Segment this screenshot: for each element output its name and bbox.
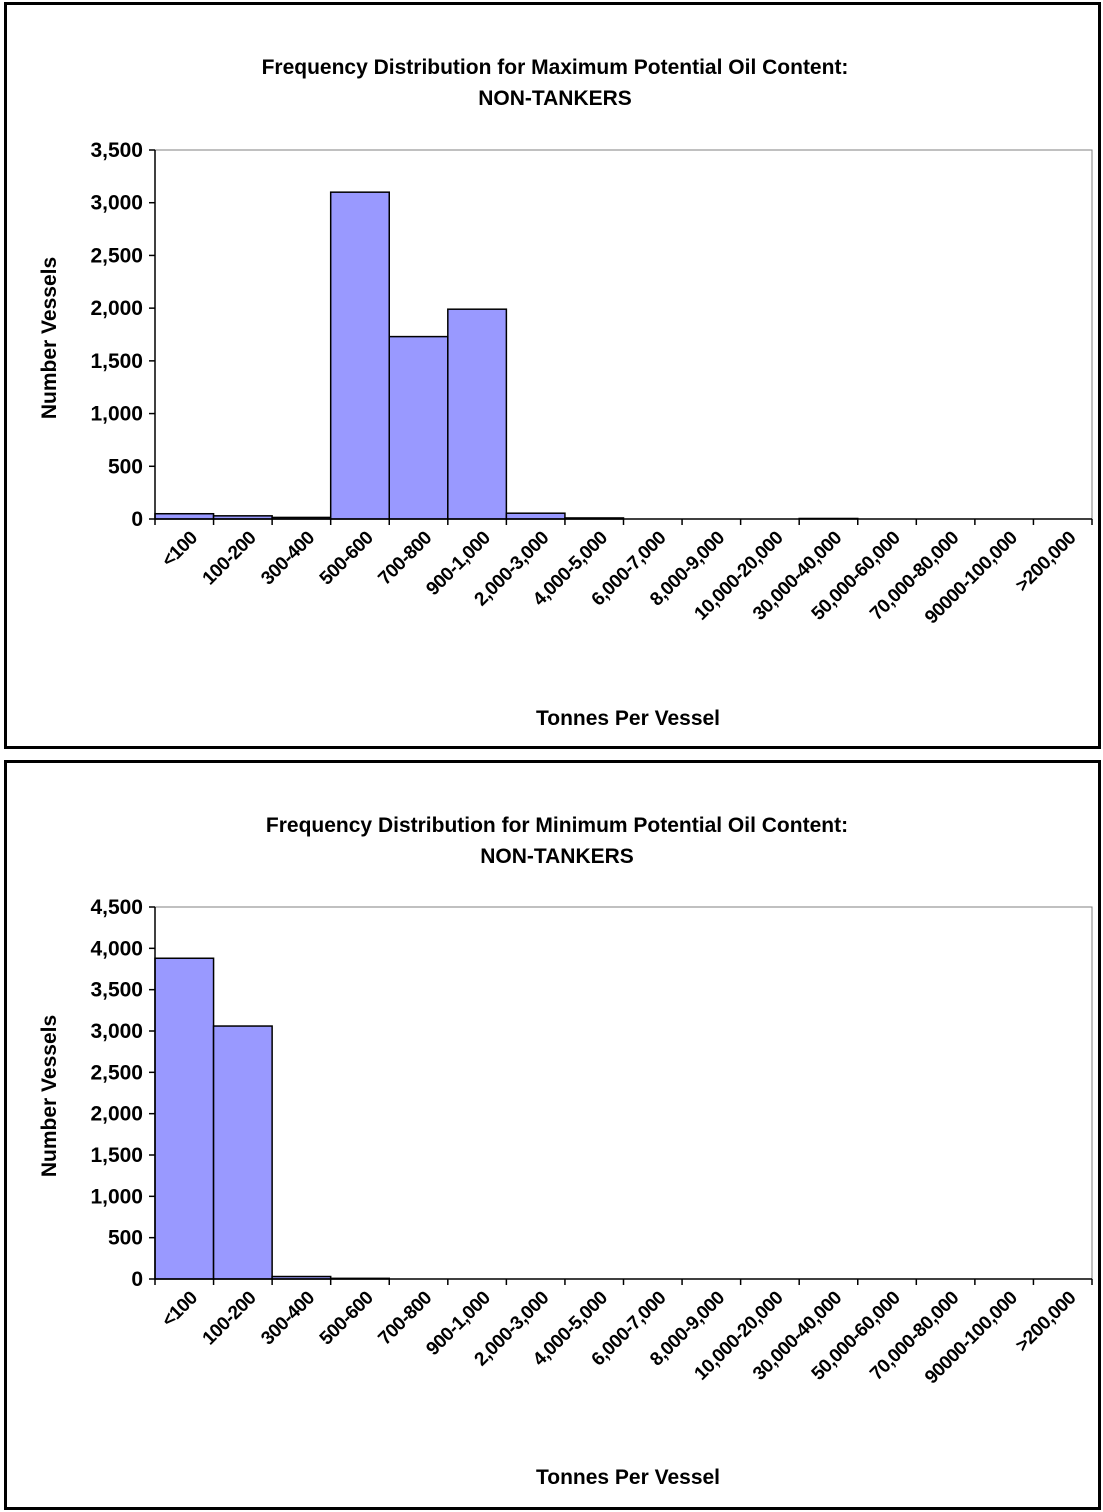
bar	[388, 335, 449, 520]
x-tick-label: <100	[158, 528, 202, 572]
bar	[329, 191, 390, 520]
chart-title: Frequency Distribution for Minimum Poten…	[266, 814, 848, 837]
y-tick-label: 1,500	[90, 1144, 143, 1167]
x-axis-label: Tonnes Per Vessel	[536, 1466, 720, 1489]
bar	[212, 1025, 273, 1280]
y-tick-label: 2,500	[90, 244, 143, 267]
x-tick-label: 300-400	[257, 528, 319, 590]
y-tick-label: 1,000	[90, 1185, 143, 1208]
y-axis-label: Number Vessels	[38, 1015, 61, 1177]
x-tick-label: 300-400	[257, 1288, 319, 1350]
bar	[505, 512, 566, 520]
bar	[447, 308, 508, 520]
chart-title: Frequency Distribution for Maximum Poten…	[262, 56, 849, 79]
y-tick-label: 500	[108, 1227, 143, 1250]
y-tick-label: 3,500	[90, 139, 143, 162]
x-tick-label: 500-600	[316, 1288, 378, 1350]
x-axis-label: Tonnes Per Vessel	[536, 707, 720, 730]
chart-min-svg: Frequency Distribution for Minimum Poten…	[38, 814, 1093, 1489]
y-tick-label: 3,500	[90, 979, 143, 1002]
plot-area: 0 500 1,000 1,500 2,000 2,500 3,000 3,500 <10010…	[90, 139, 1093, 628]
x-tick-label: 500-600	[316, 528, 378, 590]
y-tick-label: 1,500	[90, 350, 143, 373]
x-tick-label: <100	[158, 1288, 202, 1332]
chart-min-oil-content: Frequency Distribution for Minimum Poten…	[4, 760, 1101, 1510]
y-tick-label: 500	[108, 455, 143, 478]
y-tick-label: 2,000	[90, 1103, 143, 1126]
y-tick-label: 1,000	[90, 403, 143, 426]
plot-frame	[154, 149, 1093, 520]
y-tick-label: 3,000	[90, 1020, 143, 1043]
x-tick-label: >200,000	[1012, 1288, 1080, 1356]
y-axis-label: Number Vessels	[38, 257, 61, 419]
y-tick-label: 3,000	[90, 192, 143, 215]
plot-area: 0 500 1,000 1,500 2,000 2,500 3,000 3,500 4,000 4…	[90, 896, 1093, 1388]
y-tick-label: 4,500	[90, 896, 143, 919]
bar	[154, 512, 215, 520]
y-tick-label: 2,500	[90, 1061, 143, 1084]
bar	[154, 957, 215, 1280]
chart-subtitle: NON-TANKERS	[480, 845, 634, 868]
y-tick-label: 0	[131, 1268, 143, 1291]
x-tick-label: >200,000	[1012, 528, 1080, 596]
x-tick-label: 100-200	[199, 528, 261, 590]
y-tick-label: 4,000	[90, 937, 143, 960]
chart-max-svg: Frequency Distribution for Maximum Poten…	[38, 56, 1093, 730]
chart-max-oil-content: Frequency Distribution for Maximum Poten…	[4, 2, 1101, 749]
x-tick-label: 100-200	[199, 1288, 261, 1350]
plot-frame	[154, 906, 1093, 1280]
y-tick-label: 0	[131, 508, 143, 531]
chart-subtitle: NON-TANKERS	[478, 87, 632, 110]
y-tick-label: 2,000	[90, 297, 143, 320]
